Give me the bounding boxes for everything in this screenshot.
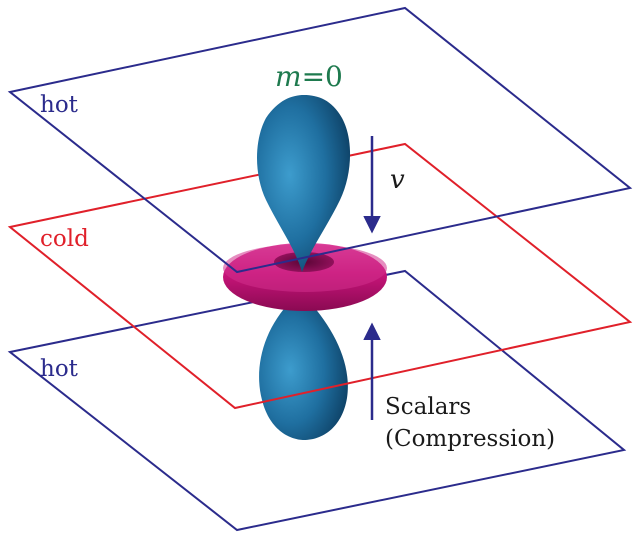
compression-label: (Compression) [385,426,555,452]
velocity-label: v [390,165,405,195]
upper-lobe [257,95,351,272]
cold-label: cold [40,226,89,252]
hot-plane-top [7,6,633,274]
mode-value: =0 [302,60,343,93]
scalars-label: Scalars [385,394,471,420]
lower-lobe [259,300,348,440]
mode-symbol: m [275,60,302,93]
mode-label: m=0 [275,60,343,93]
hot-label-bottom: hot [40,356,79,382]
hot-label-top: hot [40,92,79,118]
